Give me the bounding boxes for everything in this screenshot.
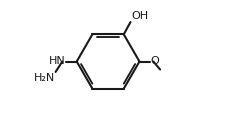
Text: OH: OH — [130, 11, 148, 21]
Text: O: O — [149, 56, 158, 67]
Text: HN: HN — [49, 56, 66, 67]
Text: H₂N: H₂N — [34, 73, 55, 83]
